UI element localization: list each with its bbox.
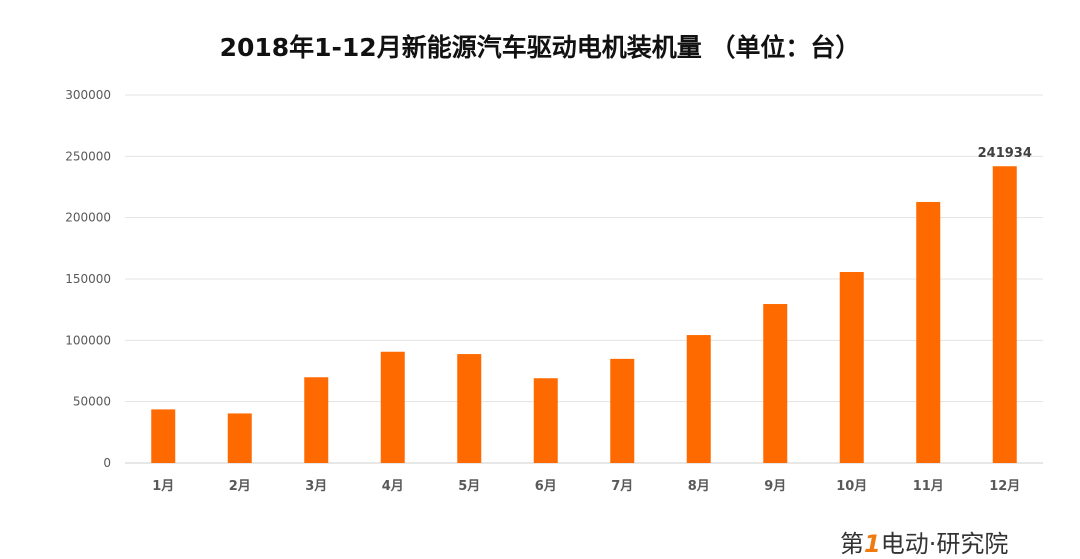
- bar: [151, 409, 176, 463]
- bar: [992, 166, 1017, 463]
- x-tick-label: 10月: [836, 479, 867, 494]
- x-tick-label: 11月: [913, 479, 944, 494]
- x-tick-label: 1月: [152, 479, 174, 494]
- bar: [686, 335, 711, 463]
- y-tick-label: 300000: [65, 88, 111, 102]
- x-tick-label: 8月: [688, 479, 710, 494]
- bar: [839, 272, 864, 463]
- y-tick-label: 150000: [65, 272, 111, 286]
- bar: [227, 413, 252, 463]
- bar: [380, 351, 405, 463]
- x-tick-label: 9月: [764, 479, 786, 494]
- bar: [763, 304, 788, 463]
- data-label: 241934: [978, 146, 1032, 161]
- x-tick-label: 2月: [229, 479, 251, 494]
- chart-title: 2018年1-12月新能源汽车驱动电机装机量 （单位：台）: [219, 33, 861, 62]
- bar: [533, 378, 558, 463]
- bar: [457, 354, 482, 463]
- watermark-logo: 第1电动·研究院: [840, 530, 1009, 558]
- x-tick-label: 7月: [611, 479, 633, 494]
- y-tick-label: 0: [103, 456, 111, 470]
- bar: [610, 358, 635, 463]
- x-tick-label: 3月: [305, 479, 327, 494]
- x-tick-label: 12月: [989, 479, 1020, 494]
- x-tick-label: 5月: [458, 479, 480, 494]
- y-tick-label: 100000: [65, 333, 111, 347]
- y-tick-label: 50000: [73, 395, 111, 409]
- bar: [304, 377, 329, 463]
- y-tick-label: 200000: [65, 211, 111, 225]
- x-tick-label: 4月: [382, 479, 404, 494]
- x-tick-label: 6月: [535, 479, 557, 494]
- y-tick-label: 250000: [65, 149, 111, 163]
- bar: [916, 201, 941, 463]
